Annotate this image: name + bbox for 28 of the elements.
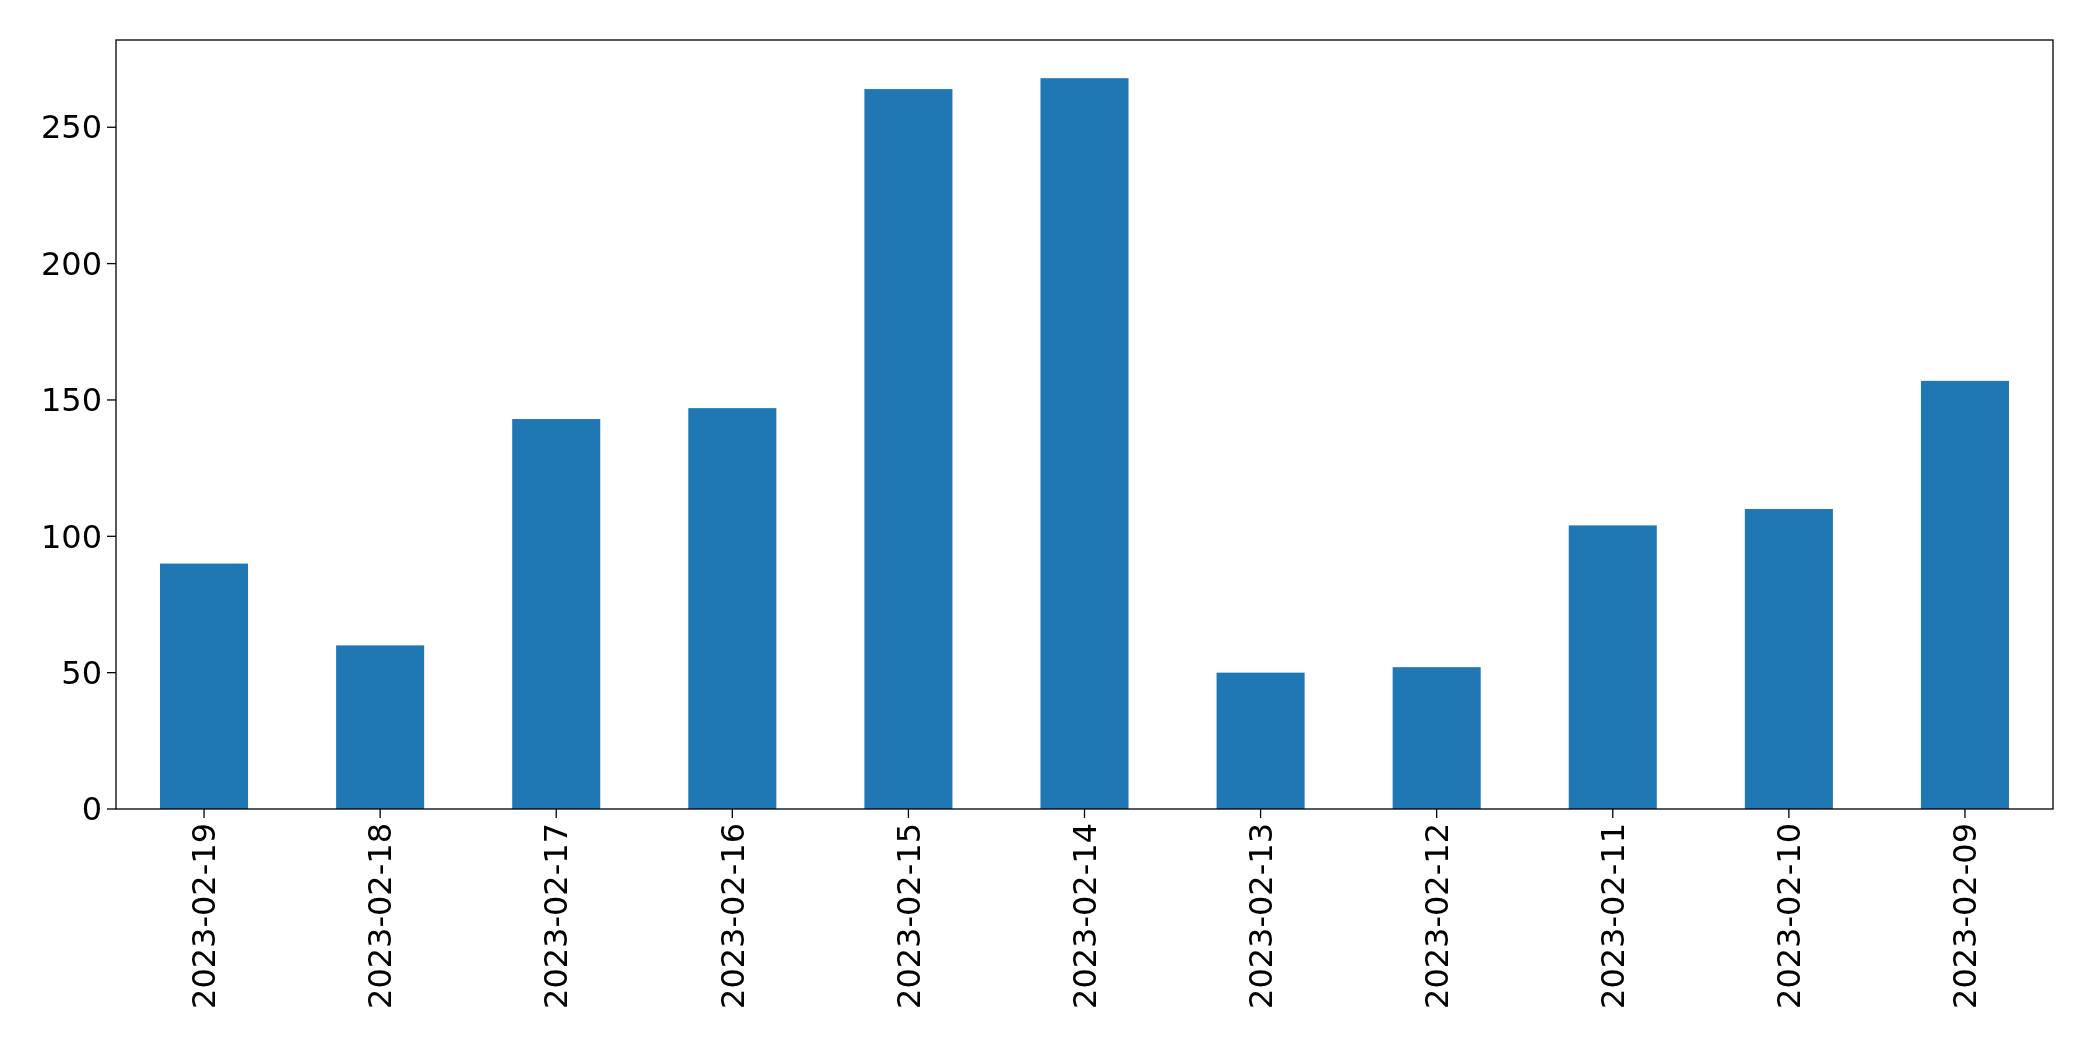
x-tick-label: 2023-02-18 [361,823,400,1009]
y-tick-label: 250 [40,108,102,147]
x-tick-label: 2023-02-13 [1241,823,1280,1009]
x-tick-label: 2023-02-14 [1065,823,1104,1009]
y-tick-label: 100 [40,517,102,556]
bar [336,645,425,809]
y-tick-label: 150 [40,381,102,420]
bar [688,408,777,809]
x-tick-label: 2023-02-15 [889,823,928,1009]
x-tick-label: 2023-02-16 [713,823,752,1009]
x-tick-label: 2023-02-09 [1946,823,1985,1009]
bar [1744,509,1833,809]
y-tick-label: 50 [61,653,102,692]
x-tick-label: 2023-02-11 [1593,823,1632,1009]
x-tick-label: 2023-02-12 [1417,823,1456,1009]
y-tick-label: 200 [40,244,102,283]
bar [1040,78,1129,809]
x-tick-label: 2023-02-17 [537,823,576,1009]
bar [1920,380,2009,809]
bar [1392,667,1481,809]
bar [864,89,953,809]
x-tick-label: 2023-02-19 [185,823,224,1009]
bar [1216,672,1305,809]
bar [512,419,601,809]
bar [1568,525,1657,809]
bar [160,563,249,809]
x-tick-label: 2023-02-10 [1770,823,1809,1009]
y-tick-label: 0 [81,790,102,829]
